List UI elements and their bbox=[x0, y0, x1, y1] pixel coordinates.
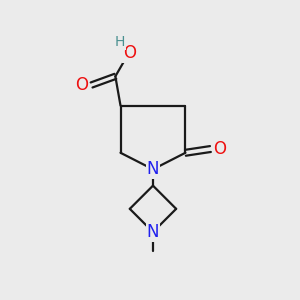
Text: N: N bbox=[147, 160, 159, 178]
Text: H: H bbox=[115, 35, 125, 49]
Text: O: O bbox=[123, 44, 136, 62]
Text: O: O bbox=[76, 76, 88, 94]
Text: O: O bbox=[213, 140, 226, 158]
Text: N: N bbox=[147, 223, 159, 241]
